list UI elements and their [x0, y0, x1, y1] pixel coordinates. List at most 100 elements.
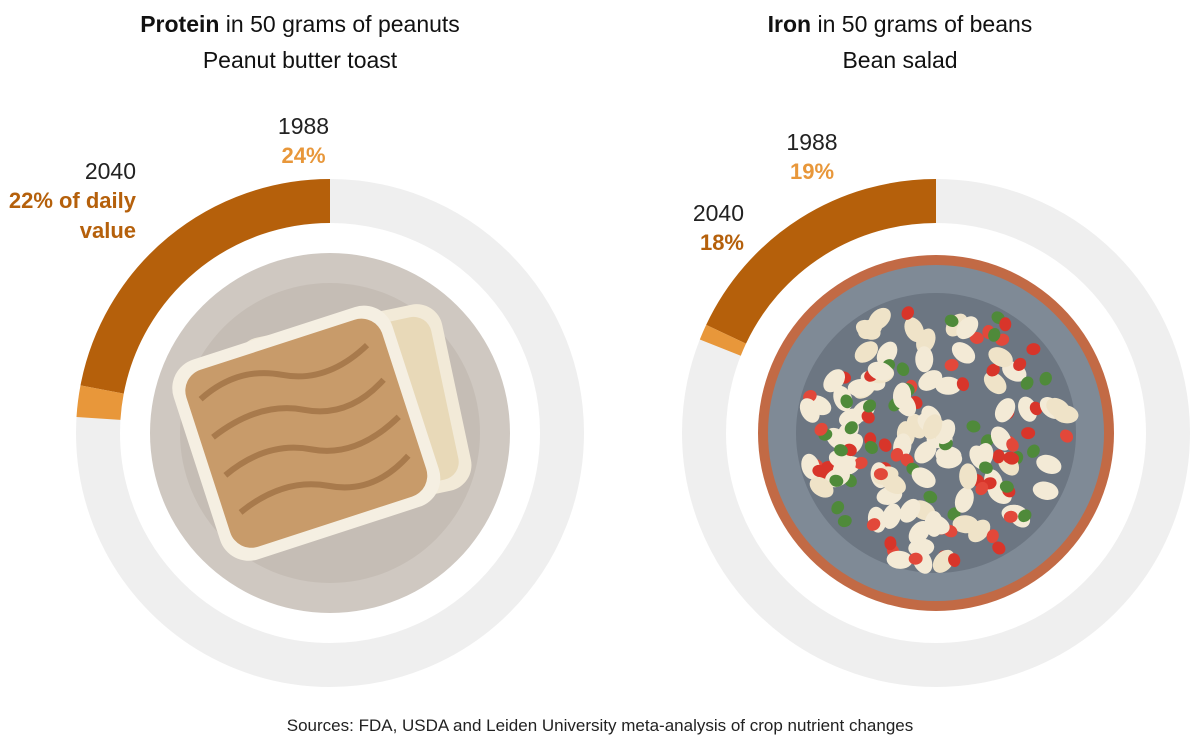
bean	[1052, 405, 1079, 424]
veg-piece	[966, 420, 981, 433]
arc-1988-gap	[699, 324, 747, 356]
bean	[968, 519, 991, 543]
veg-piece	[878, 438, 892, 452]
veg-piece	[1027, 444, 1040, 458]
bean	[918, 370, 943, 391]
bread-front-slice	[172, 305, 441, 561]
veg-piece	[956, 377, 969, 392]
veg-piece	[999, 480, 1014, 493]
donut-chart-protein	[76, 179, 584, 687]
veg-piece	[1003, 451, 1018, 464]
veg-piece	[1029, 401, 1043, 416]
veg-piece	[1060, 429, 1074, 443]
veg-piece	[923, 490, 938, 504]
bean	[959, 463, 978, 490]
veg-piece	[999, 317, 1012, 332]
year-label: 1988	[786, 129, 838, 155]
veg-piece	[948, 553, 961, 567]
veg-piece	[988, 327, 1001, 342]
bean	[994, 398, 1016, 423]
toast-illustration	[150, 253, 510, 613]
label-1988: 1988 24%	[250, 111, 357, 171]
bean	[899, 498, 921, 523]
veg-piece	[837, 515, 852, 528]
bean	[881, 473, 906, 494]
veg-piece	[1018, 509, 1032, 523]
veg-piece	[896, 362, 910, 377]
bean	[882, 503, 902, 529]
bean	[951, 342, 976, 364]
bean	[823, 369, 845, 393]
arc-1988-gap	[76, 385, 124, 421]
bean	[983, 371, 1007, 395]
value-label: 22% of daily value	[8, 188, 136, 243]
bean	[922, 414, 943, 440]
bean	[832, 456, 856, 478]
bean	[886, 550, 913, 569]
veg-piece	[1021, 427, 1036, 440]
veg-piece	[834, 444, 848, 457]
veg-piece	[831, 501, 845, 515]
year-label: 2040	[84, 158, 136, 184]
bean	[935, 376, 962, 395]
veg-piece	[861, 410, 875, 424]
bean	[924, 515, 950, 535]
bean	[914, 440, 937, 464]
veg-piece	[814, 422, 828, 436]
bean	[956, 316, 979, 340]
veg-piece	[1026, 343, 1041, 356]
veg-piece	[864, 440, 878, 455]
veg-piece	[944, 314, 959, 327]
bean	[867, 361, 894, 381]
veg-piece	[829, 474, 844, 487]
veg-piece	[969, 331, 984, 344]
veg-piece	[1039, 371, 1052, 386]
bean	[892, 382, 912, 409]
chart-subtitle: Bean salad	[842, 47, 958, 73]
bean	[854, 341, 878, 363]
veg-piece	[975, 481, 989, 496]
veg-piece	[992, 449, 1005, 464]
veg-piece	[840, 394, 853, 409]
veg-piece	[1020, 376, 1034, 390]
bean	[935, 446, 962, 465]
value-label: 19%	[789, 159, 835, 184]
veg-piece	[863, 399, 877, 413]
chart-panel-iron: Iron in 50 grams of beans Bean salad 198…	[600, 0, 1200, 700]
bean	[954, 487, 974, 513]
chart-subtitle: Peanut butter toast	[202, 47, 398, 73]
bean	[868, 307, 891, 331]
bean	[1032, 481, 1059, 500]
bean	[876, 341, 898, 366]
veg-piece	[884, 536, 897, 551]
label-1988: 1988 19%	[782, 127, 842, 187]
donut-chart-iron	[682, 179, 1190, 687]
veg-piece	[890, 447, 904, 462]
bean	[809, 476, 834, 498]
veg-piece	[853, 456, 868, 470]
veg-piece	[979, 461, 993, 474]
chart-title: Protein in 50 grams of peanuts	[140, 11, 460, 37]
bean	[908, 520, 931, 545]
chart-panel-protein: Protein in 50 grams of peanuts Peanut bu…	[0, 0, 600, 700]
bean	[1036, 454, 1062, 474]
bean	[974, 443, 994, 469]
veg-piece	[1013, 357, 1027, 371]
bean	[915, 346, 934, 373]
veg-piece	[986, 529, 999, 544]
arc-2040	[706, 179, 937, 344]
label-2040: 2040 22% of daily value	[0, 156, 136, 246]
bean	[988, 347, 1013, 368]
bean	[932, 549, 955, 573]
label-2040: 2040 18%	[670, 198, 744, 258]
veg-piece	[866, 518, 881, 531]
year-label: 1988	[277, 113, 330, 139]
veg-piece	[873, 468, 888, 481]
bean	[911, 467, 936, 489]
veg-piece	[901, 306, 915, 320]
veg-piece	[908, 552, 923, 565]
year-label: 2040	[692, 200, 744, 226]
bean-salad-illustration	[758, 255, 1114, 611]
veg-piece	[812, 464, 827, 478]
veg-piece	[1003, 510, 1018, 523]
